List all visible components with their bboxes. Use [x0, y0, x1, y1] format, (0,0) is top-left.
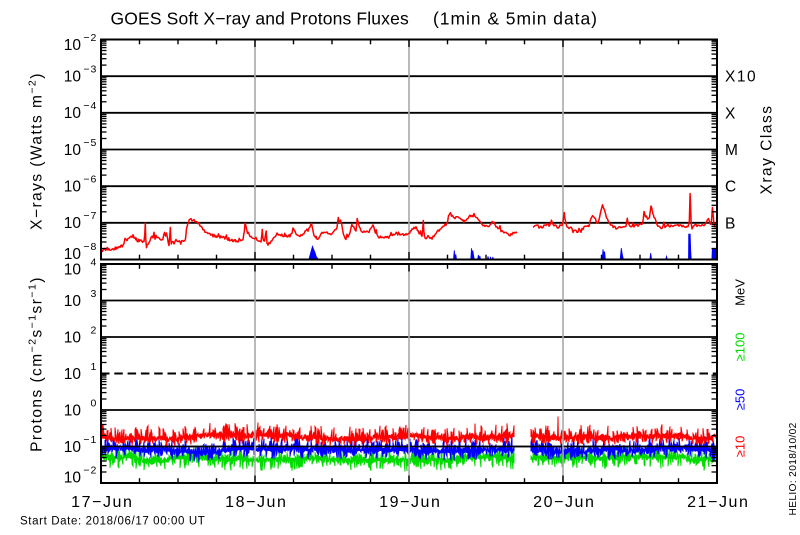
svg-text:10: 10	[64, 215, 82, 232]
svg-text:1: 1	[91, 361, 98, 373]
svg-text:−5: −5	[83, 137, 97, 149]
svg-text:X: X	[725, 105, 737, 122]
svg-text:(1min & 5min data): (1min & 5min data)	[433, 9, 598, 29]
svg-text:17−Jun: 17−Jun	[71, 494, 133, 511]
svg-text:10: 10	[64, 366, 82, 383]
svg-text:GOES Soft X−ray and Protons Fl: GOES Soft X−ray and Protons Fluxes	[111, 9, 409, 29]
svg-text:−3: −3	[83, 64, 97, 76]
svg-text:4: 4	[91, 257, 98, 269]
svg-text:3: 3	[91, 288, 98, 300]
svg-text:−1: −1	[83, 434, 97, 446]
svg-text:10: 10	[64, 69, 82, 86]
svg-text:10: 10	[64, 262, 82, 279]
svg-text:10: 10	[64, 142, 82, 159]
svg-text:10: 10	[64, 439, 82, 456]
svg-text:19−Jun: 19−Jun	[379, 494, 441, 511]
svg-text:C: C	[725, 179, 738, 196]
svg-text:−7: −7	[83, 210, 97, 222]
svg-text:MeV: MeV	[733, 279, 748, 306]
svg-text:−6: −6	[83, 174, 97, 186]
svg-text:18−Jun: 18−Jun	[225, 494, 287, 511]
svg-text:10: 10	[64, 246, 82, 263]
svg-text:20−Jun: 20−Jun	[533, 494, 595, 511]
svg-text:10: 10	[64, 105, 82, 122]
svg-text:≥100: ≥100	[733, 333, 748, 362]
svg-text:10: 10	[64, 470, 82, 487]
svg-text:10: 10	[64, 402, 82, 419]
svg-text:X−rays (Watts m−2): X−rays (Watts m−2)	[27, 72, 46, 230]
svg-text:≥10: ≥10	[733, 436, 748, 458]
svg-text:X10: X10	[725, 69, 757, 86]
svg-text:10: 10	[64, 179, 82, 196]
svg-text:2: 2	[91, 324, 98, 336]
svg-text:−2: −2	[83, 32, 97, 44]
svg-text:−8: −8	[83, 241, 97, 253]
svg-text:10: 10	[64, 37, 82, 54]
svg-text:M: M	[725, 142, 739, 159]
svg-text:Xray Class: Xray Class	[759, 105, 776, 195]
svg-text:0: 0	[91, 397, 98, 409]
svg-text:10: 10	[64, 329, 82, 346]
svg-text:≥50: ≥50	[733, 389, 748, 411]
svg-text:−4: −4	[83, 100, 97, 112]
svg-text:21−Jun: 21−Jun	[687, 494, 749, 511]
svg-text:10: 10	[64, 293, 82, 310]
svg-text:−2: −2	[83, 465, 97, 477]
svg-text:B: B	[725, 215, 737, 232]
svg-text:HELIO: 2018/10/02: HELIO: 2018/10/02	[788, 422, 799, 515]
svg-text:Protons (cm−2s−1sr−1): Protons (cm−2s−1sr−1)	[27, 276, 46, 452]
svg-text:Start Date: 2018/06/17 00:00 U: Start Date: 2018/06/17 00:00 UT	[20, 516, 205, 528]
